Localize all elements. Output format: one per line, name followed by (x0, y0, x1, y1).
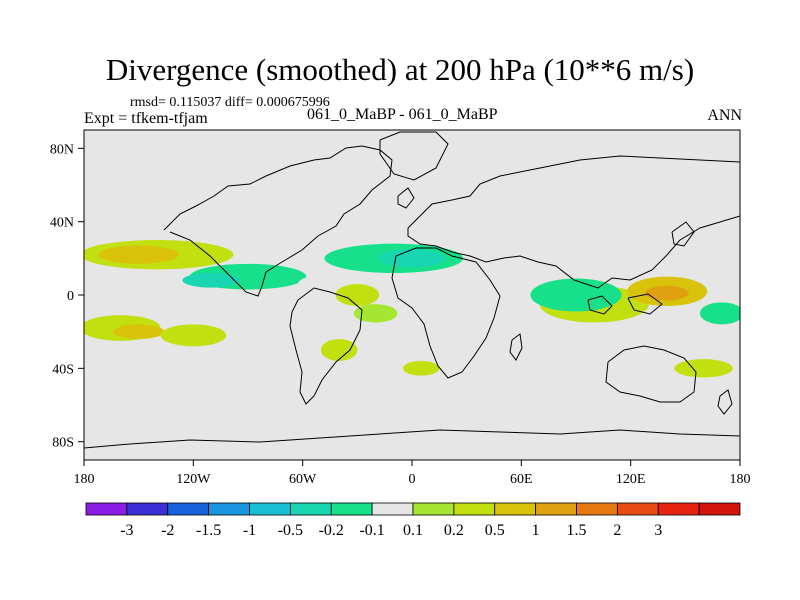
lat-tick-label: 80S (52, 436, 74, 451)
divergence-region (98, 245, 179, 264)
coastlines (84, 131, 740, 449)
divergence-region (402, 361, 440, 376)
colorbar-swatch (657, 502, 700, 516)
colorbar-swatch (412, 502, 455, 516)
colorbar-label: -0.1 (359, 522, 384, 539)
colorbar-swatch (167, 502, 210, 516)
divergence-region (530, 278, 622, 312)
divergence-region (353, 304, 398, 323)
colorbar-label: -1.5 (196, 522, 221, 539)
divergence-region (182, 273, 241, 288)
plot-title: Divergence (smoothed) at 200 hPa (10**6 … (105, 52, 695, 87)
colorbar-swatch (494, 502, 537, 516)
coast-africa (391, 247, 501, 379)
lon-tick-label: 120E (616, 472, 646, 487)
colorbar-label: -1 (243, 522, 256, 539)
divergence-region (335, 284, 380, 306)
divergence-region (297, 276, 327, 296)
lon-tick-label: 180 (74, 472, 95, 487)
colorbar-swatch (208, 502, 250, 516)
divergence-region (616, 329, 682, 352)
lat-tick-label: 40N (50, 216, 74, 231)
coast-japan (671, 221, 695, 247)
divergence-regions (84, 229, 740, 385)
colorbar-label: 1.5 (567, 522, 587, 539)
coast-islands-2 (627, 293, 663, 315)
lon-tick-label: 60E (510, 472, 533, 487)
colorbar-label: 3 (654, 522, 662, 539)
divergence-region (193, 370, 230, 385)
coast-north-america (163, 145, 393, 297)
colorbar-label: 0.2 (444, 522, 464, 539)
coast-antarctica (84, 429, 740, 449)
colorbar: -3 -2 -1.5 -1 -0.5 -0.2 -0.1 0.1 0.2 0.5 1 1.5 2 3 (85, 502, 741, 539)
divergence-region (113, 324, 165, 339)
colorbar-swatch (453, 502, 496, 516)
divergence-region (470, 302, 500, 325)
lon-tick-label: 0 (409, 472, 416, 487)
coast-australia (605, 345, 697, 403)
coast-new-zealand (717, 389, 733, 415)
lon-tick-label: 120W (176, 472, 211, 487)
colorbar-label: -0.2 (319, 522, 344, 539)
coast-islands-1 (587, 295, 613, 315)
colorbar-swatch (85, 502, 128, 516)
map-area (83, 129, 741, 461)
colorbar-label: -0.5 (278, 522, 303, 539)
colorbar-label: 2 (613, 522, 621, 539)
colorbar-swatch (330, 502, 373, 516)
colorbar-swatch (616, 502, 659, 516)
divergence-region (160, 324, 227, 347)
coast-uk (397, 187, 415, 209)
divergence-region (379, 249, 445, 268)
lon-tick-label: 60W (289, 472, 317, 487)
colorbar-label: -2 (161, 522, 174, 539)
coast-eurasia (407, 155, 740, 289)
colorbar-swatch (576, 502, 618, 516)
colorbar-swatch (289, 502, 332, 516)
coast-greenland (379, 131, 449, 181)
divergence-region (699, 302, 740, 325)
experiment-label: Expt = tfkem-tfjam (84, 110, 208, 127)
stats-text: rmsd= 0.115037 diff= 0.000675996 (130, 95, 330, 110)
lat-tick-label: 0 (67, 289, 74, 304)
colorbar-label: 0.1 (403, 522, 423, 539)
lat-tick-label: 40S (52, 362, 74, 377)
period-label: ANN (707, 107, 742, 124)
colorbar-swatch (535, 502, 577, 516)
divergence-region (674, 359, 733, 378)
colorbar-label: 0.5 (485, 522, 505, 539)
divergence-region (634, 229, 737, 251)
lat-tick-label: 80N (50, 142, 74, 157)
divergence-region (320, 339, 358, 361)
colorbar-swatch (371, 502, 414, 516)
colorbar-label: 1 (532, 522, 540, 539)
divergence-region (645, 285, 689, 301)
colorbar-swatch (698, 502, 741, 516)
case-label: 061_0_MaBP - 061_0_MaBP (307, 106, 498, 123)
colorbar-swatch (249, 502, 291, 516)
colorbar-label: -3 (120, 522, 133, 539)
coast-madagascar (509, 333, 523, 361)
colorbar-swatch (126, 502, 169, 516)
coast-south-america (289, 287, 363, 405)
axis-ticks: 180 120W 60W 0 60E 120E 180 80N 40N 0 40S 80S (50, 142, 751, 487)
lon-tick-label: 180 (730, 472, 751, 487)
